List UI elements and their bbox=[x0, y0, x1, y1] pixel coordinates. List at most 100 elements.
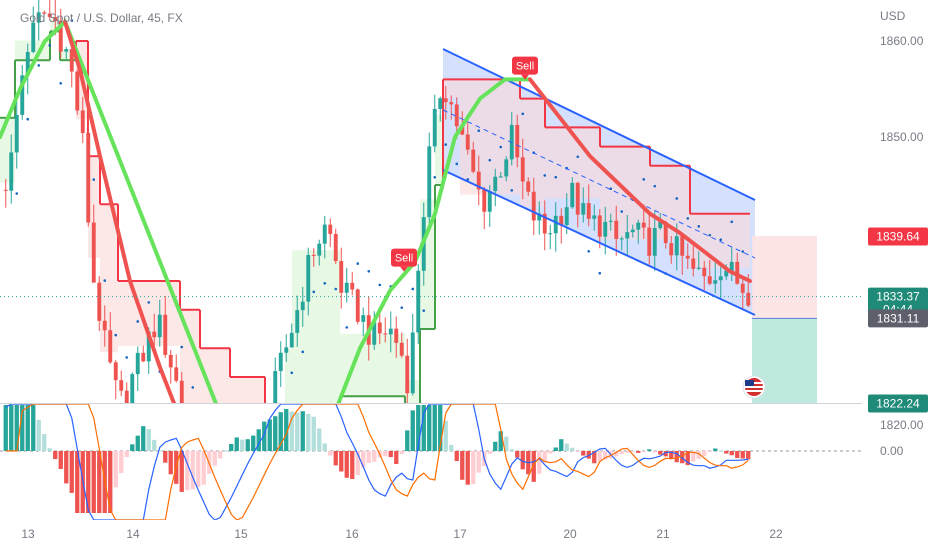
candle-body bbox=[581, 203, 586, 215]
macd-histogram-bar bbox=[718, 450, 723, 452]
macd-histogram-bar bbox=[91, 451, 96, 513]
macd-histogram-bar bbox=[663, 451, 668, 457]
macd-histogram-bar bbox=[405, 430, 410, 451]
candle-body bbox=[97, 282, 102, 321]
macd-histogram-bar bbox=[702, 451, 707, 456]
candle-body bbox=[630, 229, 635, 233]
sar-dot bbox=[477, 129, 481, 133]
macd-histogram-bar bbox=[14, 405, 19, 451]
macd-histogram-bar bbox=[163, 451, 168, 463]
macd-histogram-bar bbox=[531, 451, 536, 482]
candle-body bbox=[542, 213, 547, 234]
candle-body bbox=[427, 146, 432, 218]
macd-histogram-bar bbox=[284, 408, 289, 451]
macd-histogram-bar bbox=[25, 405, 30, 451]
sar-dot bbox=[312, 290, 316, 294]
macd-line bbox=[5, 404, 749, 520]
candle-body bbox=[416, 270, 421, 333]
macd-histogram-bar bbox=[361, 451, 366, 468]
signal-sell: Sell bbox=[391, 248, 417, 272]
candle-body bbox=[641, 222, 646, 228]
candle-body bbox=[724, 270, 729, 277]
macd-histogram-bar bbox=[212, 451, 217, 466]
candle-body bbox=[146, 331, 151, 362]
macd-histogram-bar bbox=[652, 451, 657, 453]
candle-body bbox=[108, 330, 113, 363]
macd-histogram-bar bbox=[47, 448, 52, 451]
candle-body bbox=[454, 104, 459, 127]
candle-body bbox=[691, 258, 696, 269]
candle-body bbox=[350, 282, 355, 290]
macd-histogram-bar bbox=[680, 451, 685, 464]
macd-histogram-bar bbox=[669, 451, 674, 459]
candle-body bbox=[295, 310, 300, 333]
symbol-title: Gold Spot / U.S. Dollar, 45, FX bbox=[20, 11, 183, 25]
supertrend-fill-segment bbox=[443, 79, 460, 99]
macd-histogram-bar bbox=[449, 444, 454, 451]
macd-histogram-bar bbox=[350, 451, 355, 480]
candle-body bbox=[174, 367, 179, 381]
candle-body bbox=[273, 371, 278, 403]
candle-body bbox=[306, 254, 311, 302]
candle-body bbox=[746, 292, 751, 306]
macd-histogram-bar bbox=[141, 426, 146, 451]
macd-histogram-bar bbox=[740, 451, 745, 459]
x-tick-label: 13 bbox=[21, 527, 35, 541]
macd-histogram-bar bbox=[432, 405, 437, 451]
sar-dot bbox=[488, 158, 492, 162]
candle-body bbox=[685, 255, 690, 259]
candle-body bbox=[592, 215, 597, 219]
signal-box bbox=[391, 248, 417, 267]
signal-sell: Sell bbox=[512, 56, 538, 80]
candle-body bbox=[383, 333, 388, 335]
macd-histogram-bar bbox=[674, 451, 679, 463]
macd-histogram-bar bbox=[570, 447, 575, 451]
sar-dot bbox=[268, 483, 271, 486]
candle-body bbox=[333, 233, 338, 262]
macd-histogram-bar bbox=[421, 405, 426, 451]
sar-dot bbox=[576, 155, 580, 159]
macd-histogram-bar bbox=[427, 405, 432, 451]
macd-histogram-bar bbox=[289, 411, 294, 451]
channel-upper-line bbox=[442, 48, 756, 201]
candle-body bbox=[674, 236, 679, 256]
macd-histogram-bar bbox=[273, 416, 278, 451]
candle-body bbox=[625, 232, 630, 239]
sar-dot bbox=[356, 262, 360, 265]
macd-histogram-bar bbox=[251, 435, 256, 451]
sar-dot bbox=[290, 371, 294, 375]
sar-dot bbox=[224, 438, 227, 441]
candle-body bbox=[207, 473, 211, 479]
x-tick-label: 22 bbox=[769, 527, 783, 541]
candle-body bbox=[482, 189, 487, 212]
candle-body bbox=[372, 322, 377, 345]
candle-body bbox=[328, 224, 333, 234]
macd-histogram-bar bbox=[339, 451, 344, 472]
channel-mid-line bbox=[442, 109, 756, 259]
sar-dot bbox=[125, 356, 129, 359]
candle-body bbox=[559, 215, 564, 226]
macd-histogram-bar bbox=[537, 451, 542, 474]
candle-body bbox=[300, 301, 305, 311]
candle-body bbox=[113, 362, 118, 381]
macd-histogram-bar bbox=[306, 413, 311, 451]
macd-histogram-bar bbox=[245, 439, 250, 451]
sar-dot bbox=[114, 333, 118, 337]
us-flag-icon[interactable] bbox=[742, 375, 766, 399]
macd-histogram-bar bbox=[42, 434, 47, 451]
candle-body bbox=[322, 224, 327, 244]
macd-histogram-bar bbox=[691, 451, 696, 462]
sar-dot bbox=[741, 250, 745, 253]
sar-dot bbox=[686, 217, 690, 220]
lower-tag-text: 1831.11 bbox=[877, 311, 920, 325]
macd-histogram-bar bbox=[300, 411, 305, 451]
candle-body bbox=[405, 355, 410, 394]
channel-lower-line bbox=[442, 169, 756, 316]
sar-dot bbox=[213, 444, 216, 447]
candle-body bbox=[130, 374, 135, 403]
y-tick-label: 1850.00 bbox=[880, 130, 924, 144]
candle-body bbox=[278, 352, 283, 372]
sar-dot bbox=[543, 174, 547, 177]
candle-body bbox=[619, 238, 624, 240]
y-tick-label: 1860.00 bbox=[880, 34, 924, 48]
